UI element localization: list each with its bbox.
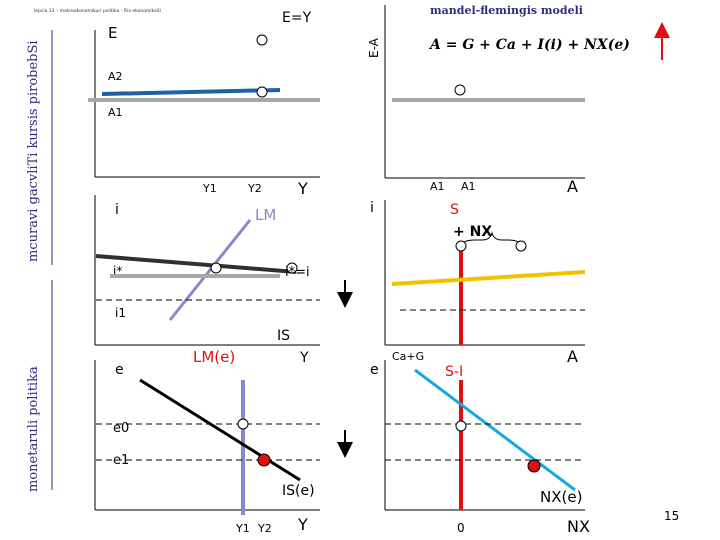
money-is-label: IS	[277, 328, 290, 344]
goods-market-panel: E E=Y A2 A1 Y1 Y2 Y	[88, 10, 320, 198]
slide-title: mandel-flemingis modeli	[430, 4, 583, 17]
nx-a-label: A	[567, 347, 578, 366]
saving-point-2	[515, 240, 527, 252]
money-x-axis-label: Y	[299, 350, 309, 366]
money-eq-point	[210, 262, 222, 274]
saving-yellow-line	[391, 270, 586, 286]
goods-level-a1: A1	[108, 106, 123, 119]
exchange-is-label: IS(e)	[282, 483, 315, 499]
demand-panel: E-A mandel-flemingis modeli A = G + Ca +…	[367, 4, 670, 196]
nx-point-0	[455, 420, 467, 432]
money-i1: i1	[115, 306, 126, 320]
goods-x-tick-y2: Y2	[247, 182, 262, 195]
net-exports-panel: e Ca+G S-I A NX(e) 0 NX	[370, 347, 590, 536]
goods-line-label: E=Y	[282, 10, 312, 26]
goods-x-tick-y1: Y1	[202, 182, 217, 195]
nx-si-label: S-I	[445, 364, 463, 380]
exchange-y-label: e	[115, 362, 124, 378]
sidebar-course-title: mcuravi gacvliTi kursis pirobebSi	[26, 40, 41, 262]
page-number: 15	[664, 509, 679, 523]
exchange-x-tick-y2: Y2	[257, 522, 272, 535]
nx-y-label: e	[370, 362, 379, 378]
money-point-2	[286, 262, 298, 274]
exchange-e0: e0	[113, 421, 129, 436]
money-i-star: i*	[113, 264, 122, 278]
nx-x-axis-label: NX	[567, 517, 590, 536]
money-lm-curve	[168, 219, 252, 321]
exchange-point-0	[237, 418, 249, 430]
exchange-panel: e LM(e) e0 e1 IS(e) Y1 Y2 Y	[94, 348, 353, 535]
exchange-is-curve	[139, 378, 301, 482]
nx-curve-label: NX(e)	[540, 488, 582, 506]
nx-curve	[414, 368, 576, 492]
nx-zero: 0	[457, 521, 465, 535]
saving-brace	[461, 231, 521, 247]
money-is-curve	[95, 254, 297, 274]
goods-x-axis-label: Y	[297, 179, 308, 198]
goods-a2-line	[101, 88, 281, 96]
saving-y-label: i	[370, 200, 374, 216]
goods-y-label: E	[108, 24, 117, 42]
saving-eq-label: i*=i	[285, 265, 310, 280]
demand-x-tick-a1b: A1	[461, 180, 476, 193]
money-y-label: i	[115, 202, 119, 218]
saving-nx-label: + NX	[453, 224, 492, 240]
demand-x-axis-label: A	[567, 177, 578, 196]
exchange-point-1	[257, 453, 271, 467]
saving-point	[455, 240, 467, 252]
money-market-panel: i LM i* i1 IS Y	[94, 195, 353, 366]
demand-formula: A = G + Ca + I(i) + NX(e)	[428, 37, 630, 53]
exchange-x-axis-label: Y	[297, 515, 308, 534]
nx-ca-g-label: Ca+G	[392, 350, 424, 363]
demand-point	[454, 84, 466, 96]
saving-s-label: S	[450, 202, 459, 218]
sidebar-topic: monetaruli politika	[26, 366, 41, 492]
nx-point-1	[527, 459, 541, 473]
exchange-x-tick-y1: Y1	[235, 522, 250, 535]
money-lm-label: LM	[255, 206, 276, 224]
exchange-lm-label: LM(e)	[193, 348, 235, 366]
goods-level-a2: A2	[108, 70, 123, 83]
demand-y-label: E-A	[367, 37, 381, 58]
header-small: lepcia 13 – makroekonomikuri politika - …	[34, 8, 161, 14]
demand-x-tick-a1: A1	[430, 180, 445, 193]
goods-point-1	[256, 34, 268, 46]
goods-point-2	[256, 86, 268, 98]
saving-panel: i S + NX i*=i	[285, 200, 586, 346]
